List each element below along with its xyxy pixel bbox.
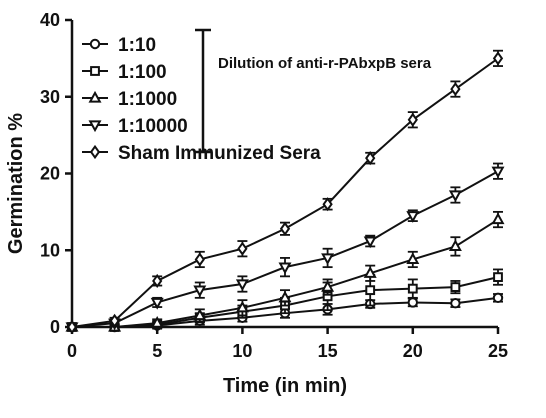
legend-marker (89, 144, 101, 160)
x-tick-label: 20 (403, 341, 423, 361)
data-point (194, 252, 205, 267)
legend-marker (88, 120, 102, 133)
legend-label: 1:100 (118, 62, 167, 83)
data-point (363, 266, 377, 278)
y-axis-title: Germination % (5, 113, 27, 254)
data-point (321, 253, 335, 266)
x-tick-label: 25 (488, 341, 508, 361)
data-point (193, 308, 207, 321)
data-point (450, 282, 461, 292)
legend-label: 1:10 (118, 35, 156, 56)
data-point (450, 298, 461, 309)
data-point (448, 239, 462, 252)
x-tick-label: 5 (152, 341, 162, 361)
data-point (193, 285, 207, 298)
data-point (278, 262, 292, 275)
data-point (279, 221, 291, 236)
data-point (492, 51, 504, 66)
data-point (406, 252, 420, 265)
x-tick-label: 10 (232, 341, 252, 361)
data-point (491, 166, 505, 179)
y-tick-label: 0 (50, 317, 60, 337)
legend-marker (88, 90, 102, 103)
data-point (321, 279, 335, 292)
legend-label: 1:1000 (118, 89, 177, 110)
data-point (365, 151, 376, 166)
legend-label: Sham Immunized Sera (118, 143, 321, 164)
legend-label: 1:10000 (118, 116, 188, 137)
series-4 (66, 49, 504, 335)
data-point (237, 241, 248, 256)
data-point (407, 283, 418, 294)
data-point (150, 315, 164, 328)
data-point (407, 112, 418, 127)
data-point (235, 300, 249, 313)
data-point (363, 236, 377, 249)
data-point (491, 212, 505, 225)
y-tick-label: 20 (40, 164, 60, 184)
axes: 0 10 20 30 40 0 5 10 15 20 25 (40, 10, 508, 361)
legend-marker (89, 38, 101, 50)
series-3 (65, 162, 505, 335)
data-point (152, 273, 163, 289)
x-tick-label: 15 (318, 341, 338, 361)
data-point (365, 285, 376, 296)
series-layer (65, 49, 505, 335)
data-point (406, 211, 420, 223)
annotation-text: Dilution of anti-r-PAbxpB sera (218, 55, 432, 72)
data-point (493, 272, 503, 283)
y-tick-label: 10 (40, 240, 60, 260)
data-point (448, 190, 462, 203)
x-axis-title: Time (in min) (223, 375, 347, 397)
data-point (66, 319, 78, 335)
legend-marker (90, 66, 100, 76)
data-point (278, 290, 292, 303)
data-point (450, 81, 461, 97)
y-tick-label: 30 (40, 87, 60, 107)
y-tick-label: 40 (40, 10, 60, 30)
data-point (150, 297, 164, 310)
x-tick-label: 0 (67, 341, 77, 361)
data-point (322, 197, 333, 212)
data-point (407, 297, 418, 308)
legend: 1:10 1:100 1:1000 1:10000 Sham Immunized Ser… (82, 28, 321, 164)
data-point (109, 313, 120, 328)
data-point (492, 292, 504, 304)
data-point (235, 279, 249, 292)
